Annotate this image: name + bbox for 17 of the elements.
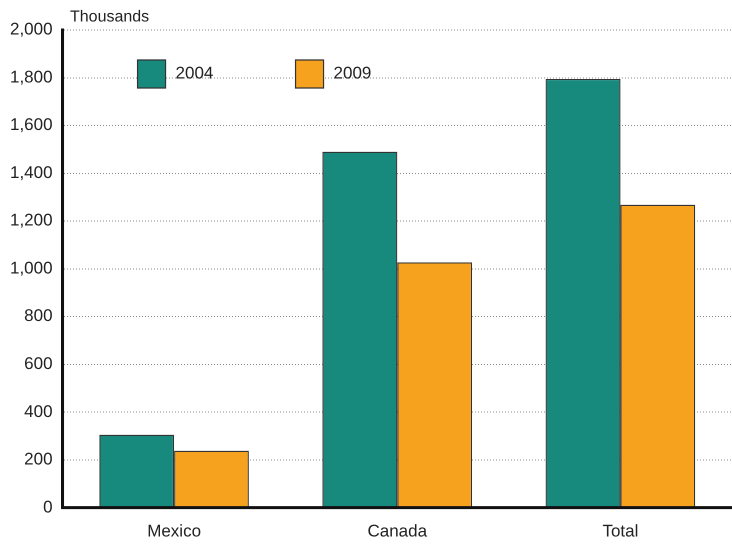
x-tick-label: Canada — [367, 521, 428, 540]
y-tick-label: 800 — [24, 306, 53, 326]
x-tick-label: Mexico — [147, 521, 202, 540]
y-tick-label: 1,000 — [10, 258, 53, 278]
y-tick-label: 2,000 — [10, 20, 53, 39]
y-tick-label: 200 — [24, 450, 53, 469]
y-tick-label: 1,400 — [10, 162, 53, 182]
y-axis-title: Thousands — [70, 8, 150, 26]
x-tick-label: Total — [602, 521, 638, 540]
legend-label: 2009 — [334, 64, 372, 83]
legend-label: 2004 — [176, 64, 214, 83]
y-tick-label: 1,600 — [10, 115, 53, 134]
y-tick-label: 1,800 — [10, 67, 53, 86]
y-tick-label: 1,200 — [10, 210, 53, 230]
y-tick-label: 400 — [24, 402, 53, 421]
y-tick-label: 600 — [24, 354, 53, 374]
y-tick-label: 0 — [43, 497, 53, 516]
